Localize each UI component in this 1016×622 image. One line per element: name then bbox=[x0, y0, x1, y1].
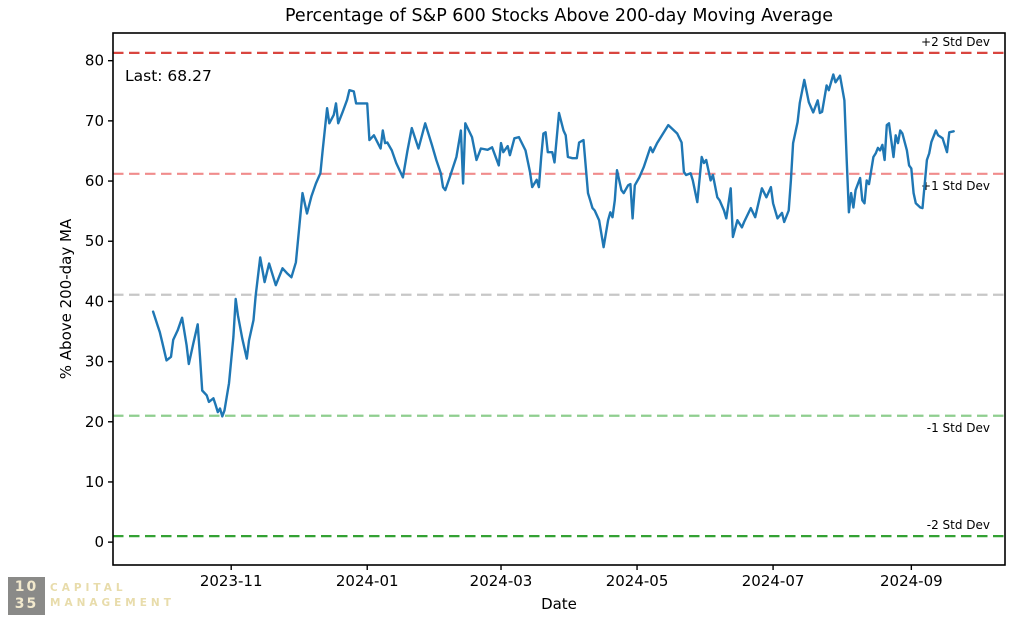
last-value-annotation: Last: 68.27 bbox=[125, 67, 212, 85]
y-tick-label: 50 bbox=[85, 232, 104, 250]
axes-spines bbox=[112, 32, 1006, 566]
logo-1035-box: 10 35 bbox=[8, 577, 45, 615]
x-tick-label: 2024-07 bbox=[742, 572, 805, 590]
reference-line-label: -1 Std Dev bbox=[927, 421, 990, 435]
x-axis-label: Date bbox=[541, 595, 577, 613]
logo-box-line2: 35 bbox=[14, 596, 39, 612]
company-logo: 10 35 CAPITAL MANAGEMENT bbox=[8, 577, 175, 615]
chart-plot-area: +2 Std Dev +1 Std Dev -1 Std Dev -2 Std Dev… bbox=[85, 32, 1006, 590]
y-axis-label: % Above 200-day MA bbox=[57, 218, 75, 379]
logo-wordmark: CAPITAL MANAGEMENT bbox=[50, 577, 175, 611]
reference-line-label: -2 Std Dev bbox=[927, 518, 990, 532]
x-tick-label: 2024-05 bbox=[606, 572, 669, 590]
chart-title: Percentage of S&P 600 Stocks Above 200-d… bbox=[285, 6, 833, 26]
y-tick-label: 60 bbox=[85, 172, 104, 190]
logo-word-line2: MANAGEMENT bbox=[50, 597, 175, 609]
y-tick-label: 30 bbox=[85, 353, 104, 371]
x-tick-label: 2023-11 bbox=[200, 572, 263, 590]
logo-box-line1: 10 bbox=[14, 579, 39, 595]
reference-line-label: +2 Std Dev bbox=[921, 35, 990, 49]
x-tick-label: 2024-01 bbox=[336, 572, 399, 590]
x-tick-label: 2024-03 bbox=[470, 572, 533, 590]
logo-word-line1: CAPITAL bbox=[50, 582, 127, 594]
reference-line-label: +1 Std Dev bbox=[921, 179, 990, 193]
y-tick-label: 80 bbox=[85, 52, 104, 70]
y-tick-label: 10 bbox=[85, 473, 104, 491]
x-tick-label: 2024-09 bbox=[880, 572, 943, 590]
data-series-line bbox=[151, 73, 955, 418]
y-tick-label: 40 bbox=[85, 292, 104, 310]
y-tick-label: 70 bbox=[85, 112, 104, 130]
y-tick-label: 0 bbox=[94, 533, 104, 551]
y-tick-label: 20 bbox=[85, 413, 104, 431]
